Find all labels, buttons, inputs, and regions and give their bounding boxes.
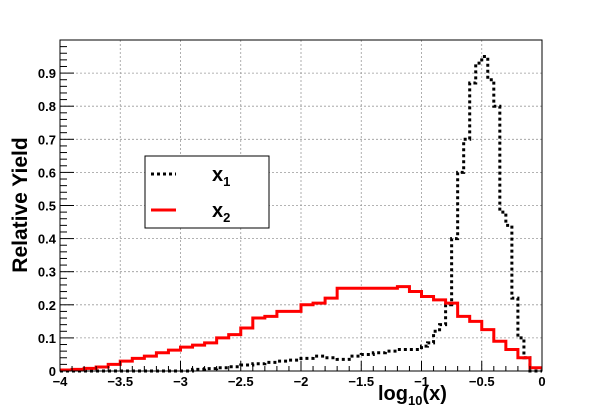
legend-box (144, 155, 270, 229)
x-tick-label: −1.5 (348, 374, 374, 389)
x-tick-label: −3.5 (107, 374, 133, 389)
x-tick-label: −2.5 (228, 374, 254, 389)
series-layer (60, 55, 542, 373)
legend-label-x2-subscript: 2 (223, 210, 230, 225)
y-tick-label: 0.3 (38, 265, 56, 280)
legend-label-x1: x1 (212, 164, 230, 189)
y-tick-label: 0.2 (38, 298, 56, 313)
series-x2-line (60, 285, 542, 372)
y-tick-label: 0.7 (38, 132, 56, 147)
legend-label-x2-name: x (212, 200, 223, 222)
legend-label-x1-subscript: 1 (223, 174, 230, 189)
y-tick-label: 0.6 (38, 165, 56, 180)
x-tick-label: −2 (294, 374, 309, 389)
y-tick-label: 0.9 (38, 66, 56, 81)
x-tick-label: −0.5 (469, 374, 495, 389)
series-x1-line (60, 55, 542, 373)
x-tick-label: −1 (414, 374, 429, 389)
y-tick-label: 0.8 (38, 99, 56, 114)
x-axis-title-tail: (x) (422, 383, 446, 405)
y-tick-label: 0.4 (38, 232, 57, 247)
legend-label-x2: x2 (212, 200, 230, 225)
legend: x1 x2 (144, 155, 270, 229)
legend-label-x1-name: x (212, 164, 223, 186)
x-axis-title: log10(x) (378, 383, 447, 408)
x-tick-label: 0 (538, 374, 545, 389)
y-tick-label: 0 (49, 364, 56, 379)
y-tick-label: 0.1 (38, 331, 56, 346)
x-axis-title-subscript: 10 (408, 393, 422, 408)
y-axis-title: Relative Yield (9, 137, 32, 272)
x-tick-label: −4 (53, 374, 69, 389)
y-tick-label: 0.5 (38, 199, 56, 214)
x-tick-label: −3 (173, 374, 188, 389)
axis-ticks: −4 −3.5 −3 −2.5 −2 −1.5 −1 −0.5 0 0 0.1 0.2 0.3 0.4 0.… (38, 46, 546, 389)
x-axis-title-main: log (378, 383, 408, 405)
